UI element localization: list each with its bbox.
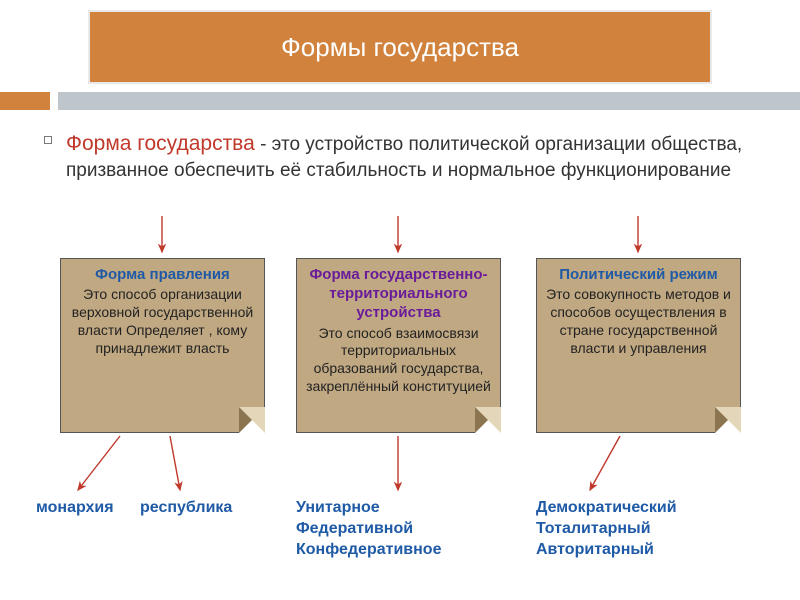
accent-bar-gray bbox=[58, 92, 800, 110]
label-monarchy: монархия bbox=[36, 498, 126, 519]
label-territorial-types: Унитарное Федеративной Конфедеративное bbox=[296, 498, 476, 560]
card-political-regime: Политический режим Это совокупность мето… bbox=[536, 258, 741, 433]
card-title: Форма правления bbox=[69, 265, 256, 284]
definition-term: Форма государства bbox=[66, 132, 255, 155]
page-title: Формы государства bbox=[281, 32, 519, 63]
arrow-line bbox=[78, 436, 120, 490]
label-regime-types: Демократический Тоталитарный Авторитарны… bbox=[536, 498, 746, 560]
page-fold-icon bbox=[475, 407, 501, 433]
card-body: Это способ организации верховной государ… bbox=[69, 286, 256, 358]
card-title: Форма государственно-территориального ус… bbox=[305, 265, 492, 323]
card-body: Это совокупность методов и способов осущ… bbox=[545, 286, 732, 358]
card-form-of-government: Форма правления Это способ организации в… bbox=[60, 258, 265, 433]
accent-bar-orange bbox=[0, 92, 50, 110]
card-territorial-structure: Форма государственно-территориального ус… bbox=[296, 258, 501, 433]
title-bar: Формы государства bbox=[90, 12, 710, 82]
definition-block: Форма государства - это устройство полит… bbox=[66, 130, 770, 184]
page-fold-icon bbox=[239, 407, 265, 433]
arrow-line bbox=[590, 436, 620, 490]
arrow-line bbox=[170, 436, 180, 490]
bullet-icon bbox=[44, 136, 52, 144]
card-title: Политический режим bbox=[545, 265, 732, 284]
card-body: Это способ взаимосвязи территориальных о… bbox=[305, 325, 492, 397]
page-fold-icon bbox=[715, 407, 741, 433]
label-republic: республика bbox=[140, 498, 240, 519]
